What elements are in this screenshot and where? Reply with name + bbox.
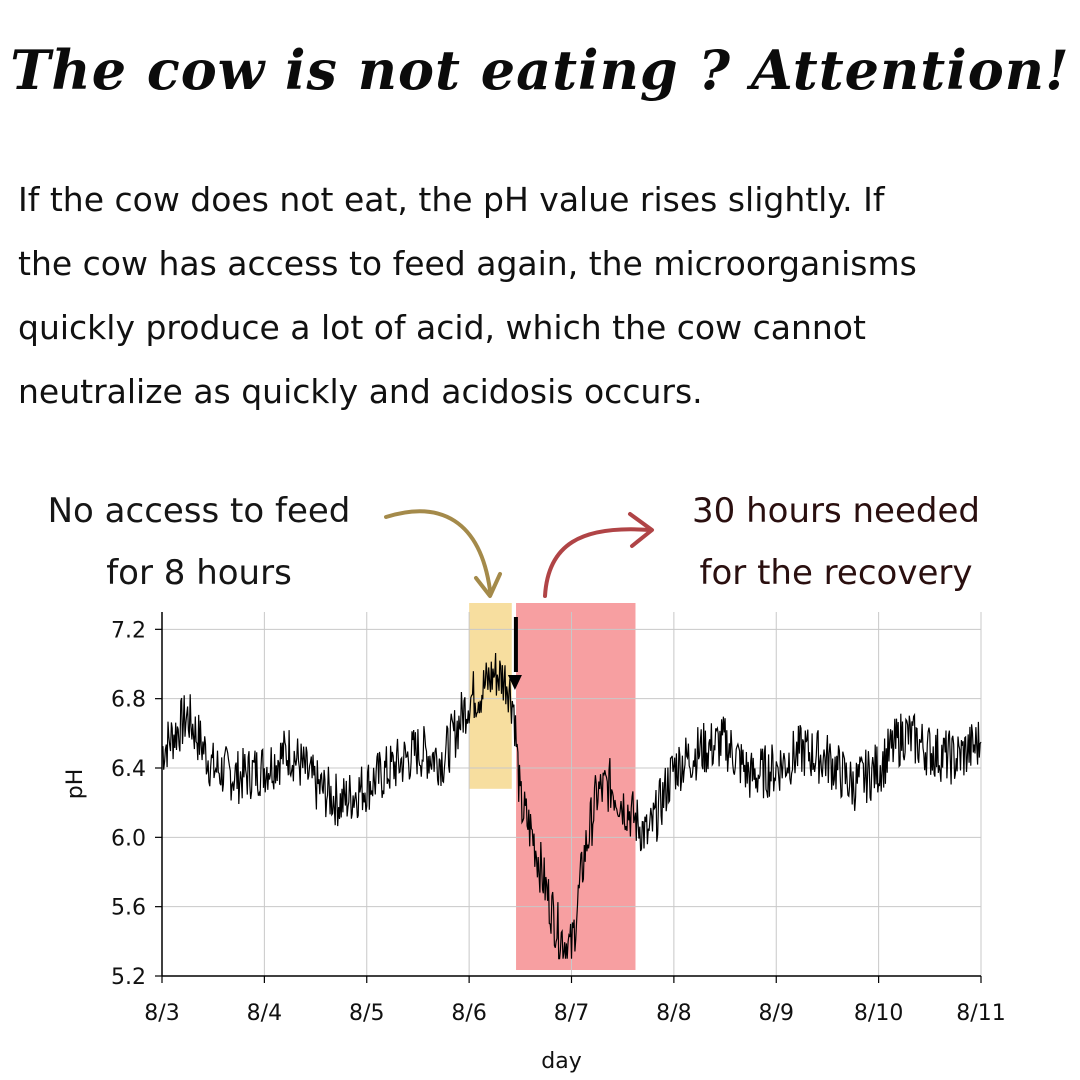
y-tick-label: 6.0 — [111, 826, 146, 851]
x-tick-label: 8/3 — [144, 1001, 179, 1026]
y-tick-label: 7.2 — [111, 618, 146, 643]
y-tick-label: 6.8 — [111, 688, 146, 713]
x-tick-label: 8/5 — [349, 1001, 384, 1026]
page-title: The cow is not eating ? Attention! — [10, 38, 1070, 102]
x-tick-label: 8/9 — [759, 1001, 794, 1026]
recovery-highlight-band — [516, 603, 636, 970]
y-tick-label: 5.2 — [111, 965, 146, 990]
no-feed-callout-line: No access to feed — [47, 491, 351, 531]
x-tick-label: 8/6 — [451, 1001, 486, 1026]
recovery-callout: 30 hours needed for the recovery — [664, 480, 1008, 604]
x-tick-label: 8/4 — [247, 1001, 282, 1026]
explanation-line: the cow has access to feed again, the mi… — [18, 244, 917, 283]
no-feed-highlight-band — [469, 603, 512, 789]
x-axis-label: day — [541, 1049, 581, 1074]
recovery-arrow — [543, 527, 652, 598]
y-axis-label: pH — [63, 769, 88, 800]
x-tick-label: 8/8 — [656, 1001, 691, 1026]
explanation-line: neutralize as quickly and acidosis occur… — [18, 372, 703, 411]
no-feed-arrowhead — [474, 572, 502, 598]
explanation-paragraph: If the cow does not eat, the pH value ri… — [18, 168, 1068, 424]
no-feed-callout: No access to feed for 8 hours — [24, 480, 374, 604]
recovery-callout-line: 30 hours needed — [692, 491, 980, 531]
y-tick-label: 5.6 — [111, 896, 146, 921]
no-feed-callout-line: for 8 hours — [106, 553, 292, 593]
y-tick-label: 6.4 — [111, 757, 146, 782]
recovery-arrowhead — [628, 512, 654, 548]
x-tick-label: 8/10 — [854, 1001, 903, 1026]
x-tick-label: 8/7 — [554, 1001, 589, 1026]
recovery-callout-line: for the recovery — [699, 553, 973, 593]
x-tick-label: 8/11 — [956, 1001, 1005, 1026]
explanation-line: If the cow does not eat, the pH value ri… — [18, 180, 885, 219]
chart-grid — [161, 612, 982, 977]
explanation-line: quickly produce a lot of acid, which the… — [18, 308, 866, 347]
feed-return-arrowhead — [507, 675, 522, 690]
no-feed-arrow — [384, 509, 492, 592]
ph-series-line — [161, 652, 982, 960]
